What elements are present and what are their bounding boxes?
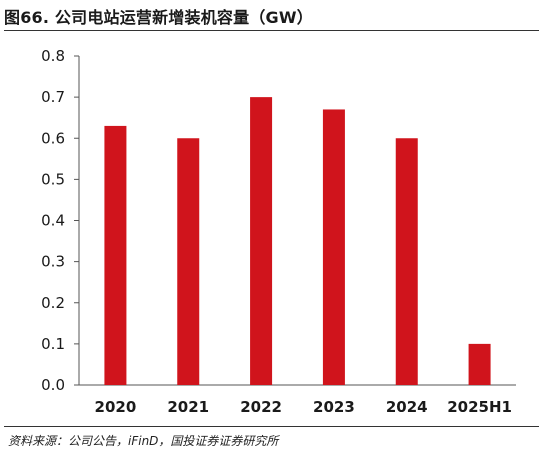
bar-2023 — [322, 109, 345, 386]
figure-title: 图66. 公司电站运营新增装机容量（GW） — [4, 8, 313, 27]
y-tick-label: 0.0 — [41, 376, 65, 394]
y-tick-label: 0.6 — [41, 129, 65, 147]
y-axis: 0.0 0.1 0.2 0.3 0.4 0.5 0.6 0.7 0.8 — [41, 47, 80, 394]
x-category-label: 2022 — [240, 398, 282, 416]
y-tick-label: 0.8 — [41, 47, 65, 65]
bars — [104, 97, 491, 386]
y-tick-label: 0.2 — [41, 294, 65, 312]
bar-2021 — [177, 138, 200, 385]
bar-2020 — [104, 125, 127, 385]
bar-2024 — [395, 138, 418, 385]
y-tick-label: 0.4 — [41, 212, 65, 230]
y-tick-label: 0.3 — [41, 253, 65, 271]
y-tick-label: 0.5 — [41, 170, 65, 188]
bar-2025H1 — [468, 343, 491, 385]
y-tick-label: 0.1 — [41, 335, 65, 353]
bar-2022 — [250, 97, 273, 385]
x-category-label: 2024 — [386, 398, 428, 416]
bottom-rule — [4, 426, 539, 427]
x-category-label: 2021 — [167, 398, 209, 416]
bar-chart: 0.0 0.1 0.2 0.3 0.4 0.5 0.6 0.7 0.8 2020 2021 2022… — [41, 47, 516, 416]
source-note: 资料来源：公司公告，iFinD，国投证券证券研究所 — [8, 434, 279, 448]
x-category-label: 2020 — [95, 398, 137, 416]
x-axis: 2020 2021 2022 2023 2024 2025H1 — [79, 384, 516, 416]
x-category-label: 2025H1 — [447, 398, 512, 416]
x-category-label: 2023 — [313, 398, 355, 416]
y-tick-label: 0.7 — [41, 88, 65, 106]
title-rule — [4, 30, 539, 31]
